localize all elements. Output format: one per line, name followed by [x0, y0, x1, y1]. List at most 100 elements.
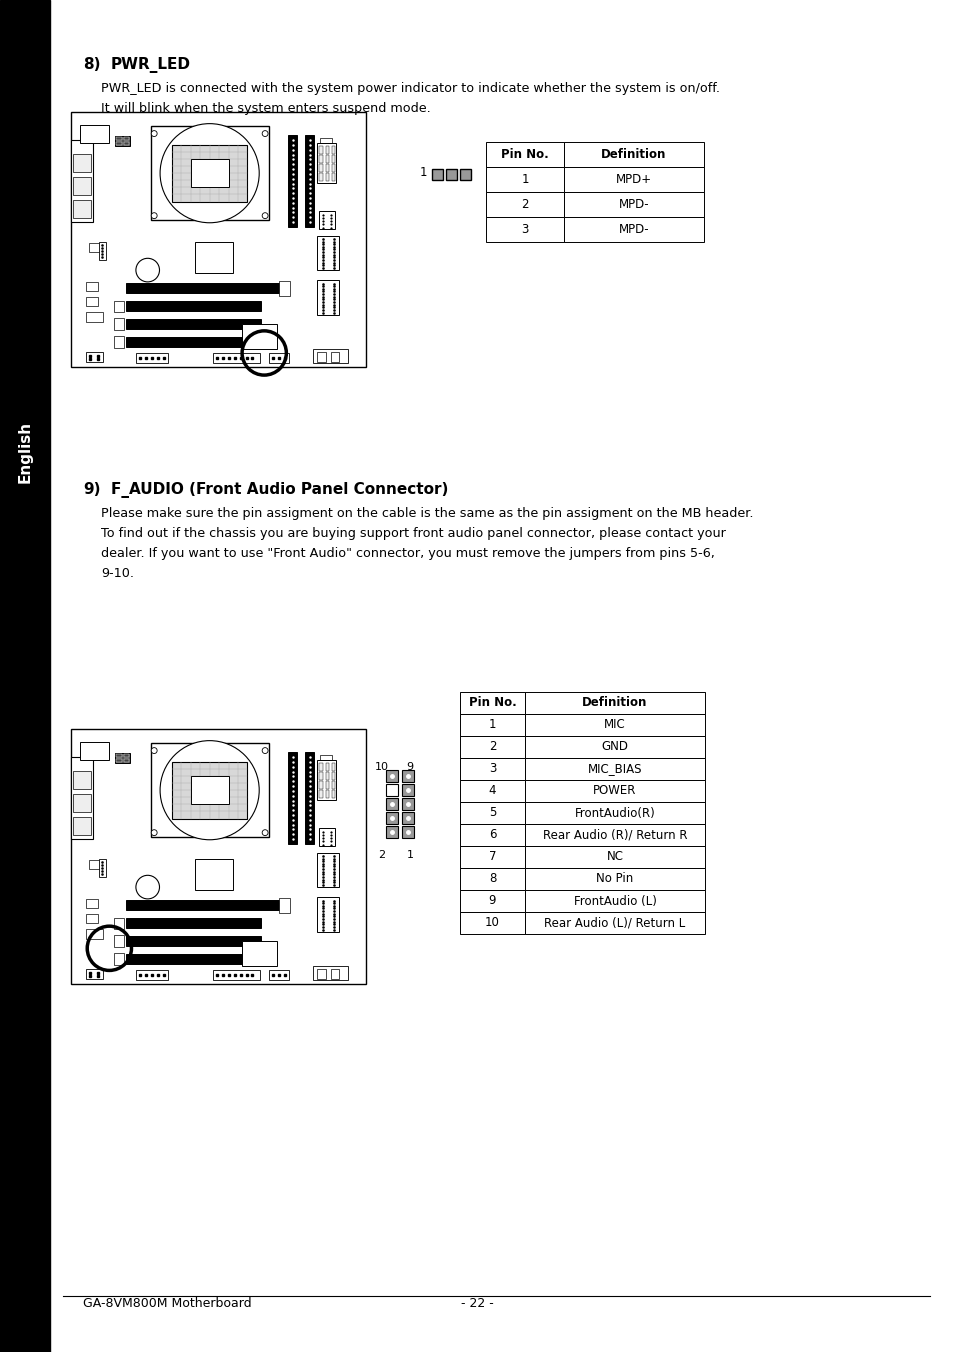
- Bar: [459, 714, 524, 735]
- Bar: [278, 281, 290, 296]
- Bar: [325, 772, 329, 780]
- Bar: [113, 300, 124, 312]
- Bar: [86, 312, 103, 322]
- Bar: [135, 353, 168, 364]
- Bar: [325, 790, 329, 799]
- Bar: [124, 142, 129, 146]
- Bar: [524, 890, 704, 913]
- Bar: [524, 868, 704, 890]
- Bar: [71, 112, 366, 366]
- Bar: [563, 192, 703, 218]
- Bar: [524, 913, 704, 934]
- Bar: [124, 754, 129, 757]
- Text: 10: 10: [484, 917, 499, 930]
- Text: MIC_BIAS: MIC_BIAS: [587, 763, 641, 776]
- Bar: [113, 337, 124, 347]
- Text: MPD-: MPD-: [618, 223, 649, 237]
- Bar: [126, 319, 261, 329]
- Bar: [524, 823, 704, 846]
- Text: MPD+: MPD+: [616, 173, 652, 187]
- Bar: [318, 829, 335, 846]
- Bar: [126, 900, 278, 910]
- Bar: [563, 218, 703, 242]
- Text: - 22 -: - 22 -: [460, 1297, 493, 1310]
- Bar: [459, 868, 524, 890]
- Bar: [113, 318, 124, 330]
- Circle shape: [160, 741, 259, 840]
- Bar: [317, 235, 339, 270]
- Text: 2: 2: [488, 741, 496, 753]
- Text: NC: NC: [606, 850, 623, 864]
- Bar: [288, 752, 297, 844]
- Bar: [325, 146, 329, 154]
- Bar: [73, 154, 91, 172]
- Bar: [563, 168, 703, 192]
- Text: Definition: Definition: [600, 147, 666, 161]
- Text: 10: 10: [375, 763, 389, 772]
- Bar: [71, 141, 93, 222]
- Bar: [401, 826, 414, 838]
- Circle shape: [262, 748, 268, 753]
- Bar: [325, 164, 329, 172]
- Bar: [459, 169, 471, 180]
- Bar: [524, 714, 704, 735]
- Bar: [319, 155, 322, 164]
- Bar: [524, 692, 704, 714]
- Bar: [485, 218, 563, 242]
- Bar: [317, 142, 336, 184]
- Text: 2: 2: [520, 197, 528, 211]
- Bar: [459, 913, 524, 934]
- Bar: [126, 937, 261, 946]
- Bar: [113, 936, 124, 946]
- Bar: [325, 763, 329, 771]
- Bar: [332, 772, 335, 780]
- Text: 9): 9): [83, 483, 100, 498]
- Text: To find out if the chassis you are buying support front audio panel connector, p: To find out if the chassis you are buyin…: [101, 527, 725, 539]
- Bar: [126, 337, 261, 346]
- Bar: [126, 918, 261, 927]
- Bar: [459, 890, 524, 913]
- Bar: [116, 760, 121, 763]
- Text: POWER: POWER: [593, 784, 636, 798]
- Text: 1: 1: [520, 173, 528, 187]
- Bar: [269, 353, 289, 364]
- Bar: [563, 142, 703, 168]
- Bar: [317, 968, 326, 979]
- Bar: [332, 155, 335, 164]
- Bar: [319, 763, 322, 771]
- Text: Definition: Definition: [581, 696, 647, 710]
- Bar: [401, 784, 414, 796]
- Bar: [242, 941, 277, 967]
- Bar: [325, 781, 329, 790]
- Text: 8: 8: [488, 872, 496, 886]
- Bar: [485, 192, 563, 218]
- Bar: [386, 784, 397, 796]
- Bar: [325, 155, 329, 164]
- Bar: [319, 790, 322, 799]
- Text: 5: 5: [488, 807, 496, 819]
- Text: dealer. If you want to use "Front Audio" connector, you must remove the jumpers : dealer. If you want to use "Front Audio"…: [101, 548, 714, 560]
- Bar: [71, 757, 93, 838]
- Text: English: English: [17, 420, 32, 483]
- Bar: [213, 353, 259, 364]
- Bar: [320, 138, 332, 143]
- Bar: [89, 860, 100, 869]
- Bar: [242, 323, 277, 349]
- Bar: [446, 169, 456, 180]
- Bar: [115, 753, 130, 764]
- Bar: [116, 142, 121, 146]
- Bar: [99, 242, 106, 260]
- Bar: [86, 352, 103, 362]
- Text: 3: 3: [520, 223, 528, 237]
- Text: CR: CR: [144, 285, 152, 289]
- Bar: [459, 846, 524, 868]
- Bar: [126, 955, 261, 964]
- Bar: [386, 771, 397, 781]
- Bar: [317, 898, 339, 932]
- Circle shape: [152, 830, 157, 836]
- Bar: [115, 137, 130, 146]
- Bar: [73, 794, 91, 811]
- Text: MPD-: MPD-: [618, 197, 649, 211]
- Bar: [0, 0, 50, 1352]
- Bar: [317, 853, 339, 887]
